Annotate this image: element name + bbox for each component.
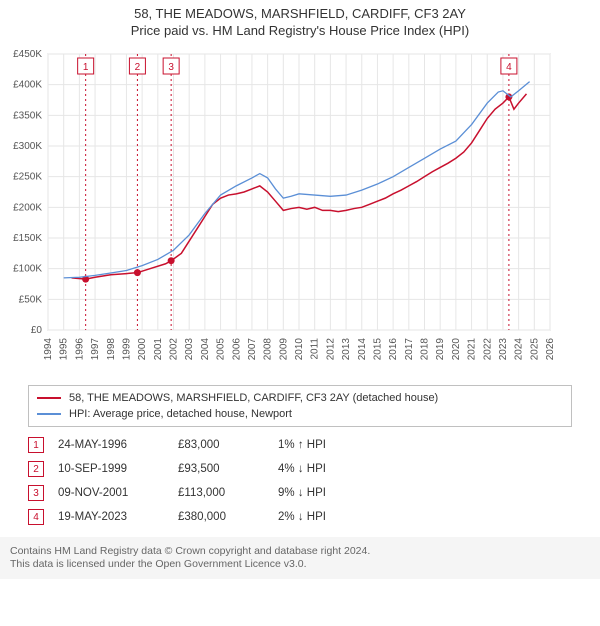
svg-text:2012: 2012 — [325, 338, 336, 361]
svg-text:3: 3 — [168, 62, 174, 73]
event-diff: 2% ↓ HPI — [278, 511, 388, 523]
legend: 58, THE MEADOWS, MARSHFIELD, CARDIFF, CF… — [28, 385, 572, 427]
svg-text:£150K: £150K — [13, 233, 42, 244]
svg-text:2020: 2020 — [451, 338, 462, 361]
event-price: £380,000 — [178, 511, 278, 523]
svg-text:£300K: £300K — [13, 141, 42, 152]
legend-label: 58, THE MEADOWS, MARSHFIELD, CARDIFF, CF… — [69, 390, 438, 406]
footer-note: Contains HM Land Registry data © Crown c… — [0, 537, 600, 579]
svg-text:£350K: £350K — [13, 110, 42, 121]
svg-text:2000: 2000 — [137, 338, 148, 361]
svg-text:£400K: £400K — [13, 80, 42, 91]
event-price: £113,000 — [178, 487, 278, 499]
svg-text:1999: 1999 — [121, 338, 132, 361]
event-row: 2 10-SEP-1999£93,5004% ↓ HPI — [28, 457, 572, 481]
svg-text:£100K: £100K — [13, 264, 42, 275]
event-date: 10-SEP-1999 — [58, 463, 178, 475]
svg-text:£450K: £450K — [13, 49, 42, 60]
svg-text:2023: 2023 — [498, 338, 509, 361]
svg-text:2019: 2019 — [435, 338, 446, 361]
svg-text:2013: 2013 — [341, 338, 352, 361]
event-row: 4 19-MAY-2023£380,0002% ↓ HPI — [28, 505, 572, 529]
svg-text:2003: 2003 — [184, 338, 195, 361]
event-price: £83,000 — [178, 439, 278, 451]
svg-text:2009: 2009 — [278, 338, 289, 361]
svg-text:2006: 2006 — [231, 338, 242, 361]
event-diff: 1% ↑ HPI — [278, 439, 388, 451]
svg-text:4: 4 — [506, 62, 512, 73]
event-badge: 2 — [28, 461, 44, 477]
legend-swatch — [37, 413, 61, 415]
event-date: 24-MAY-1996 — [58, 439, 178, 451]
svg-text:1994: 1994 — [43, 338, 54, 361]
svg-text:1: 1 — [83, 62, 89, 73]
svg-text:£200K: £200K — [13, 202, 42, 213]
svg-text:2010: 2010 — [294, 338, 305, 361]
events-table: 124-MAY-1996£83,0001% ↑ HPI210-SEP-1999£… — [28, 433, 572, 529]
svg-text:2014: 2014 — [357, 338, 368, 361]
event-badge: 1 — [28, 437, 44, 453]
svg-text:2026: 2026 — [545, 338, 556, 361]
svg-text:£50K: £50K — [19, 294, 43, 305]
svg-text:2025: 2025 — [529, 338, 540, 361]
legend-item: 58, THE MEADOWS, MARSHFIELD, CARDIFF, CF… — [37, 390, 563, 406]
svg-text:2005: 2005 — [216, 338, 227, 361]
svg-text:2004: 2004 — [200, 338, 211, 361]
event-row: 3 09-NOV-2001£113,0009% ↓ HPI — [28, 481, 572, 505]
svg-text:£0: £0 — [31, 325, 43, 336]
legend-label: HPI: Average price, detached house, Newp… — [69, 406, 292, 422]
svg-text:2015: 2015 — [372, 338, 383, 361]
svg-text:2018: 2018 — [420, 338, 431, 361]
svg-text:2021: 2021 — [467, 338, 478, 361]
svg-text:2017: 2017 — [404, 338, 415, 361]
event-badge: 4 — [28, 509, 44, 525]
chart-svg: £0 £50K £100K £150K £200K £250K £300K £350K £400… — [0, 44, 560, 374]
svg-text:1998: 1998 — [106, 338, 117, 361]
event-date: 19-MAY-2023 — [58, 511, 178, 523]
svg-text:1995: 1995 — [59, 338, 70, 361]
price-chart: £0 £50K £100K £150K £200K £250K £300K £350K £400… — [0, 44, 600, 379]
event-price: £93,500 — [178, 463, 278, 475]
svg-text:2024: 2024 — [514, 338, 525, 361]
svg-text:2001: 2001 — [153, 338, 164, 361]
page-title: 58, THE MEADOWS, MARSHFIELD, CARDIFF, CF… — [0, 6, 600, 21]
event-row: 1 24-MAY-1996£83,0001% ↑ HPI — [28, 433, 572, 457]
event-date: 09-NOV-2001 — [58, 487, 178, 499]
legend-swatch — [37, 397, 61, 399]
svg-text:2002: 2002 — [169, 338, 180, 361]
svg-text:2022: 2022 — [482, 338, 493, 361]
svg-text:2007: 2007 — [247, 338, 258, 361]
footer-line2: This data is licensed under the Open Gov… — [10, 558, 590, 571]
svg-text:2016: 2016 — [388, 338, 399, 361]
svg-text:1996: 1996 — [74, 338, 85, 361]
event-diff: 4% ↓ HPI — [278, 463, 388, 475]
legend-item: HPI: Average price, detached house, Newp… — [37, 406, 563, 422]
svg-text:£250K: £250K — [13, 172, 42, 183]
page-subtitle: Price paid vs. HM Land Registry's House … — [0, 23, 600, 38]
svg-text:2011: 2011 — [310, 338, 321, 360]
footer-line1: Contains HM Land Registry data © Crown c… — [10, 545, 590, 558]
svg-text:2: 2 — [135, 62, 141, 73]
event-diff: 9% ↓ HPI — [278, 487, 388, 499]
svg-text:1997: 1997 — [90, 338, 101, 361]
svg-text:2008: 2008 — [263, 338, 274, 361]
event-badge: 3 — [28, 485, 44, 501]
